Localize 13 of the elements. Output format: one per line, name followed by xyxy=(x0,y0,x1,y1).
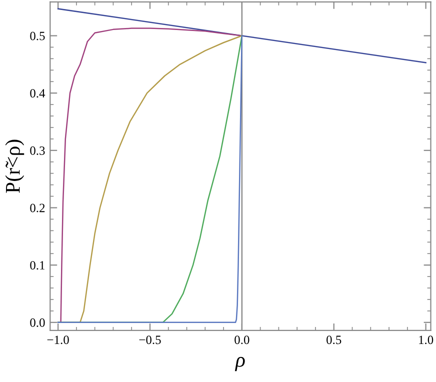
x-tick-label: −1.0 xyxy=(47,336,69,344)
x-tick-label: 0.5 xyxy=(326,336,342,344)
y-tick-label: 0.1 xyxy=(30,261,45,270)
x-tick-label: −0.5 xyxy=(139,336,161,344)
x-tick-label: 1.0 xyxy=(419,336,434,344)
y-tick-label: 0.4 xyxy=(30,89,46,98)
x-axis-title: ρ xyxy=(234,356,245,372)
y-tick-label: 0.0 xyxy=(30,318,45,327)
y-tick-label: 0.3 xyxy=(30,146,45,155)
y-tick-label: 0.2 xyxy=(30,204,45,212)
x-tick-label: 0.0 xyxy=(234,336,250,344)
y-axis-title: P(r̃<ρ) xyxy=(5,140,24,193)
y-tick-label: 0.5 xyxy=(30,32,45,40)
